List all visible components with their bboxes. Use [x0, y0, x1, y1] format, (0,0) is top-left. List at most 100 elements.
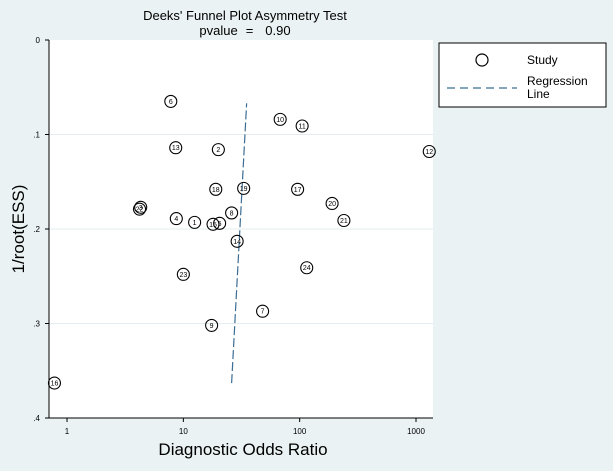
study-point-2: 2 — [211, 143, 225, 157]
pvalue-equals: = — [246, 23, 254, 38]
study-point-13: 13 — [169, 141, 183, 155]
study-point-marker — [237, 181, 251, 195]
study-point-marker — [225, 206, 239, 220]
study-point-marker — [47, 376, 62, 390]
study-point-label: 8 — [230, 210, 234, 217]
study-point-marker — [213, 216, 227, 230]
study-point-marker — [206, 217, 220, 231]
study-point-15: 15 — [206, 217, 220, 231]
x-tick-label: 1 — [65, 427, 70, 436]
study-point-marker — [176, 267, 190, 281]
study-point-label: 9 — [210, 323, 214, 330]
study-point-24: 24 — [300, 261, 314, 275]
study-point-marker — [291, 182, 305, 196]
y-tick-label: .3 — [33, 320, 40, 329]
study-point-marker — [164, 94, 178, 108]
study-point-label: 24 — [303, 265, 311, 272]
legend: Study Regression Line — [438, 42, 607, 108]
study-point-label: 3 — [139, 205, 143, 212]
chart-subtitle: pvalue = 0.90 — [199, 23, 290, 38]
study-point-marker — [230, 234, 244, 248]
study-point-marker — [209, 182, 223, 196]
study-point-label: 19 — [240, 186, 248, 193]
study-point-14: 14 — [230, 234, 244, 248]
study-point-label: 10 — [276, 117, 284, 124]
study-point-marker — [273, 112, 287, 126]
study-point-label: 5 — [218, 221, 222, 228]
study-point-label: 7 — [261, 309, 265, 316]
study-point-marker — [205, 318, 219, 332]
study-point-label: 22 — [136, 207, 144, 214]
study-point-17: 17 — [291, 182, 305, 196]
study-point-9: 9 — [205, 318, 219, 332]
study-point-marker — [132, 202, 147, 216]
legend-regression-line1: Regression — [527, 74, 588, 88]
study-point-22: 22 — [132, 202, 147, 216]
study-point-1: 1 — [188, 215, 202, 229]
study-point-20: 20 — [325, 196, 339, 211]
x-axis-ticks: 1 10 100 1000 — [65, 418, 425, 436]
study-point-11: 11 — [295, 119, 309, 133]
study-point-3: 3 — [134, 200, 148, 214]
study-point-label: 2 — [216, 147, 220, 154]
y-tick-label: .4 — [33, 414, 40, 423]
study-point-19: 19 — [237, 181, 251, 195]
x-tick-label: 100 — [293, 427, 307, 436]
regression-line — [231, 103, 248, 384]
study-point-marker — [134, 200, 148, 214]
y-axis-ticks: 0 .1 .2 .3 .4 — [33, 36, 49, 423]
study-point-marker — [422, 144, 436, 159]
study-point-label: 20 — [328, 201, 336, 208]
study-point-label: 4 — [174, 216, 178, 223]
study-point-marker — [169, 212, 183, 226]
study-point-18: 18 — [209, 182, 223, 196]
study-point-marker — [325, 196, 339, 211]
y-tick-label: .1 — [33, 131, 40, 140]
legend-regression-line2: Line — [527, 87, 550, 101]
study-point-4: 4 — [169, 212, 183, 226]
pvalue-value: 0.90 — [265, 23, 290, 38]
study-point-marker — [300, 261, 314, 275]
legend-regression-label: Regression Line — [527, 74, 588, 101]
legend-study-label: Study — [527, 53, 558, 67]
x-tick-label: 10 — [179, 427, 188, 436]
study-point-label: 23 — [179, 272, 187, 279]
grid-lines — [49, 134, 433, 324]
study-point-marker — [188, 215, 202, 229]
legend-box — [438, 42, 607, 108]
study-point-label: 15 — [209, 222, 217, 229]
study-point-12: 12 — [422, 144, 436, 159]
study-point-marker — [211, 143, 225, 157]
study-point-label: 6 — [169, 99, 173, 106]
study-point-16: 16 — [47, 376, 62, 390]
y-axis-label: 1/root(ESS) — [9, 185, 28, 274]
legend-study-marker — [475, 53, 489, 67]
pvalue-label: pvalue — [199, 23, 237, 38]
study-point-10: 10 — [273, 112, 287, 126]
study-point-7: 7 — [256, 304, 270, 318]
study-point-label: 16 — [51, 381, 59, 388]
study-point-marker — [337, 213, 351, 228]
study-point-marker — [295, 119, 309, 133]
study-point-8: 8 — [225, 206, 239, 220]
study-point-label: 18 — [212, 187, 220, 194]
study-point-label: 13 — [172, 145, 180, 152]
study-point-marker — [169, 141, 183, 155]
x-tick-label: 1000 — [407, 427, 425, 436]
study-point-label: 17 — [294, 187, 302, 194]
study-point-5: 5 — [213, 216, 227, 230]
y-tick-label: .2 — [33, 225, 40, 234]
study-point-label: 1 — [193, 220, 197, 227]
study-point-label: 14 — [233, 239, 241, 246]
study-point-label: 11 — [298, 123, 305, 130]
x-axis-label: Diagnostic Odds Ratio — [158, 440, 327, 459]
study-point-6: 6 — [164, 94, 178, 108]
y-tick-label: 0 — [36, 36, 41, 45]
study-point-marker — [256, 304, 270, 318]
study-point-23: 23 — [176, 267, 190, 281]
chart-title: Deeks' Funnel Plot Asymmetry Test — [143, 8, 347, 23]
study-point-label: 12 — [425, 149, 433, 156]
study-point-21: 21 — [337, 213, 351, 228]
